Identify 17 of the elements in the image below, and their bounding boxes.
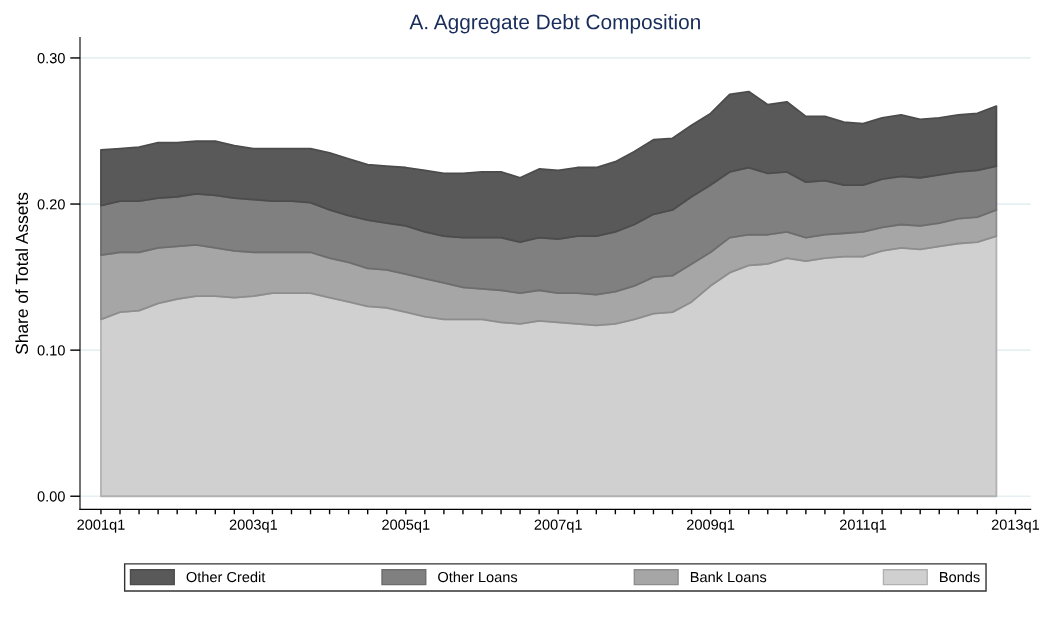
x-tick-label: 2007q1 (534, 519, 582, 533)
chart-title: A. Aggregate Debt Composition (409, 14, 700, 34)
y-tick-label: 0.00 (37, 491, 65, 502)
legend-label: Other Credit (186, 571, 266, 583)
x-tick-label: 2001q1 (77, 519, 125, 533)
x-tick-label: 2009q1 (687, 519, 735, 533)
x-tick-label: 2003q1 (229, 519, 277, 533)
y-tick-label: 0.20 (37, 199, 65, 210)
x-tick-label: 2011q1 (839, 519, 887, 533)
legend-label: Bonds (940, 571, 980, 583)
x-tick-label: 2005q1 (382, 519, 430, 533)
legend-label: Other Loans (438, 571, 518, 583)
y-axis-title: Share of Total Assets (15, 192, 29, 355)
y-tick-label: 0.10 (37, 345, 65, 356)
x-tick-label: 2013q1 (991, 519, 1039, 533)
legend-label: Bank Loans (690, 571, 767, 583)
y-tick-label: 0.30 (37, 53, 65, 64)
